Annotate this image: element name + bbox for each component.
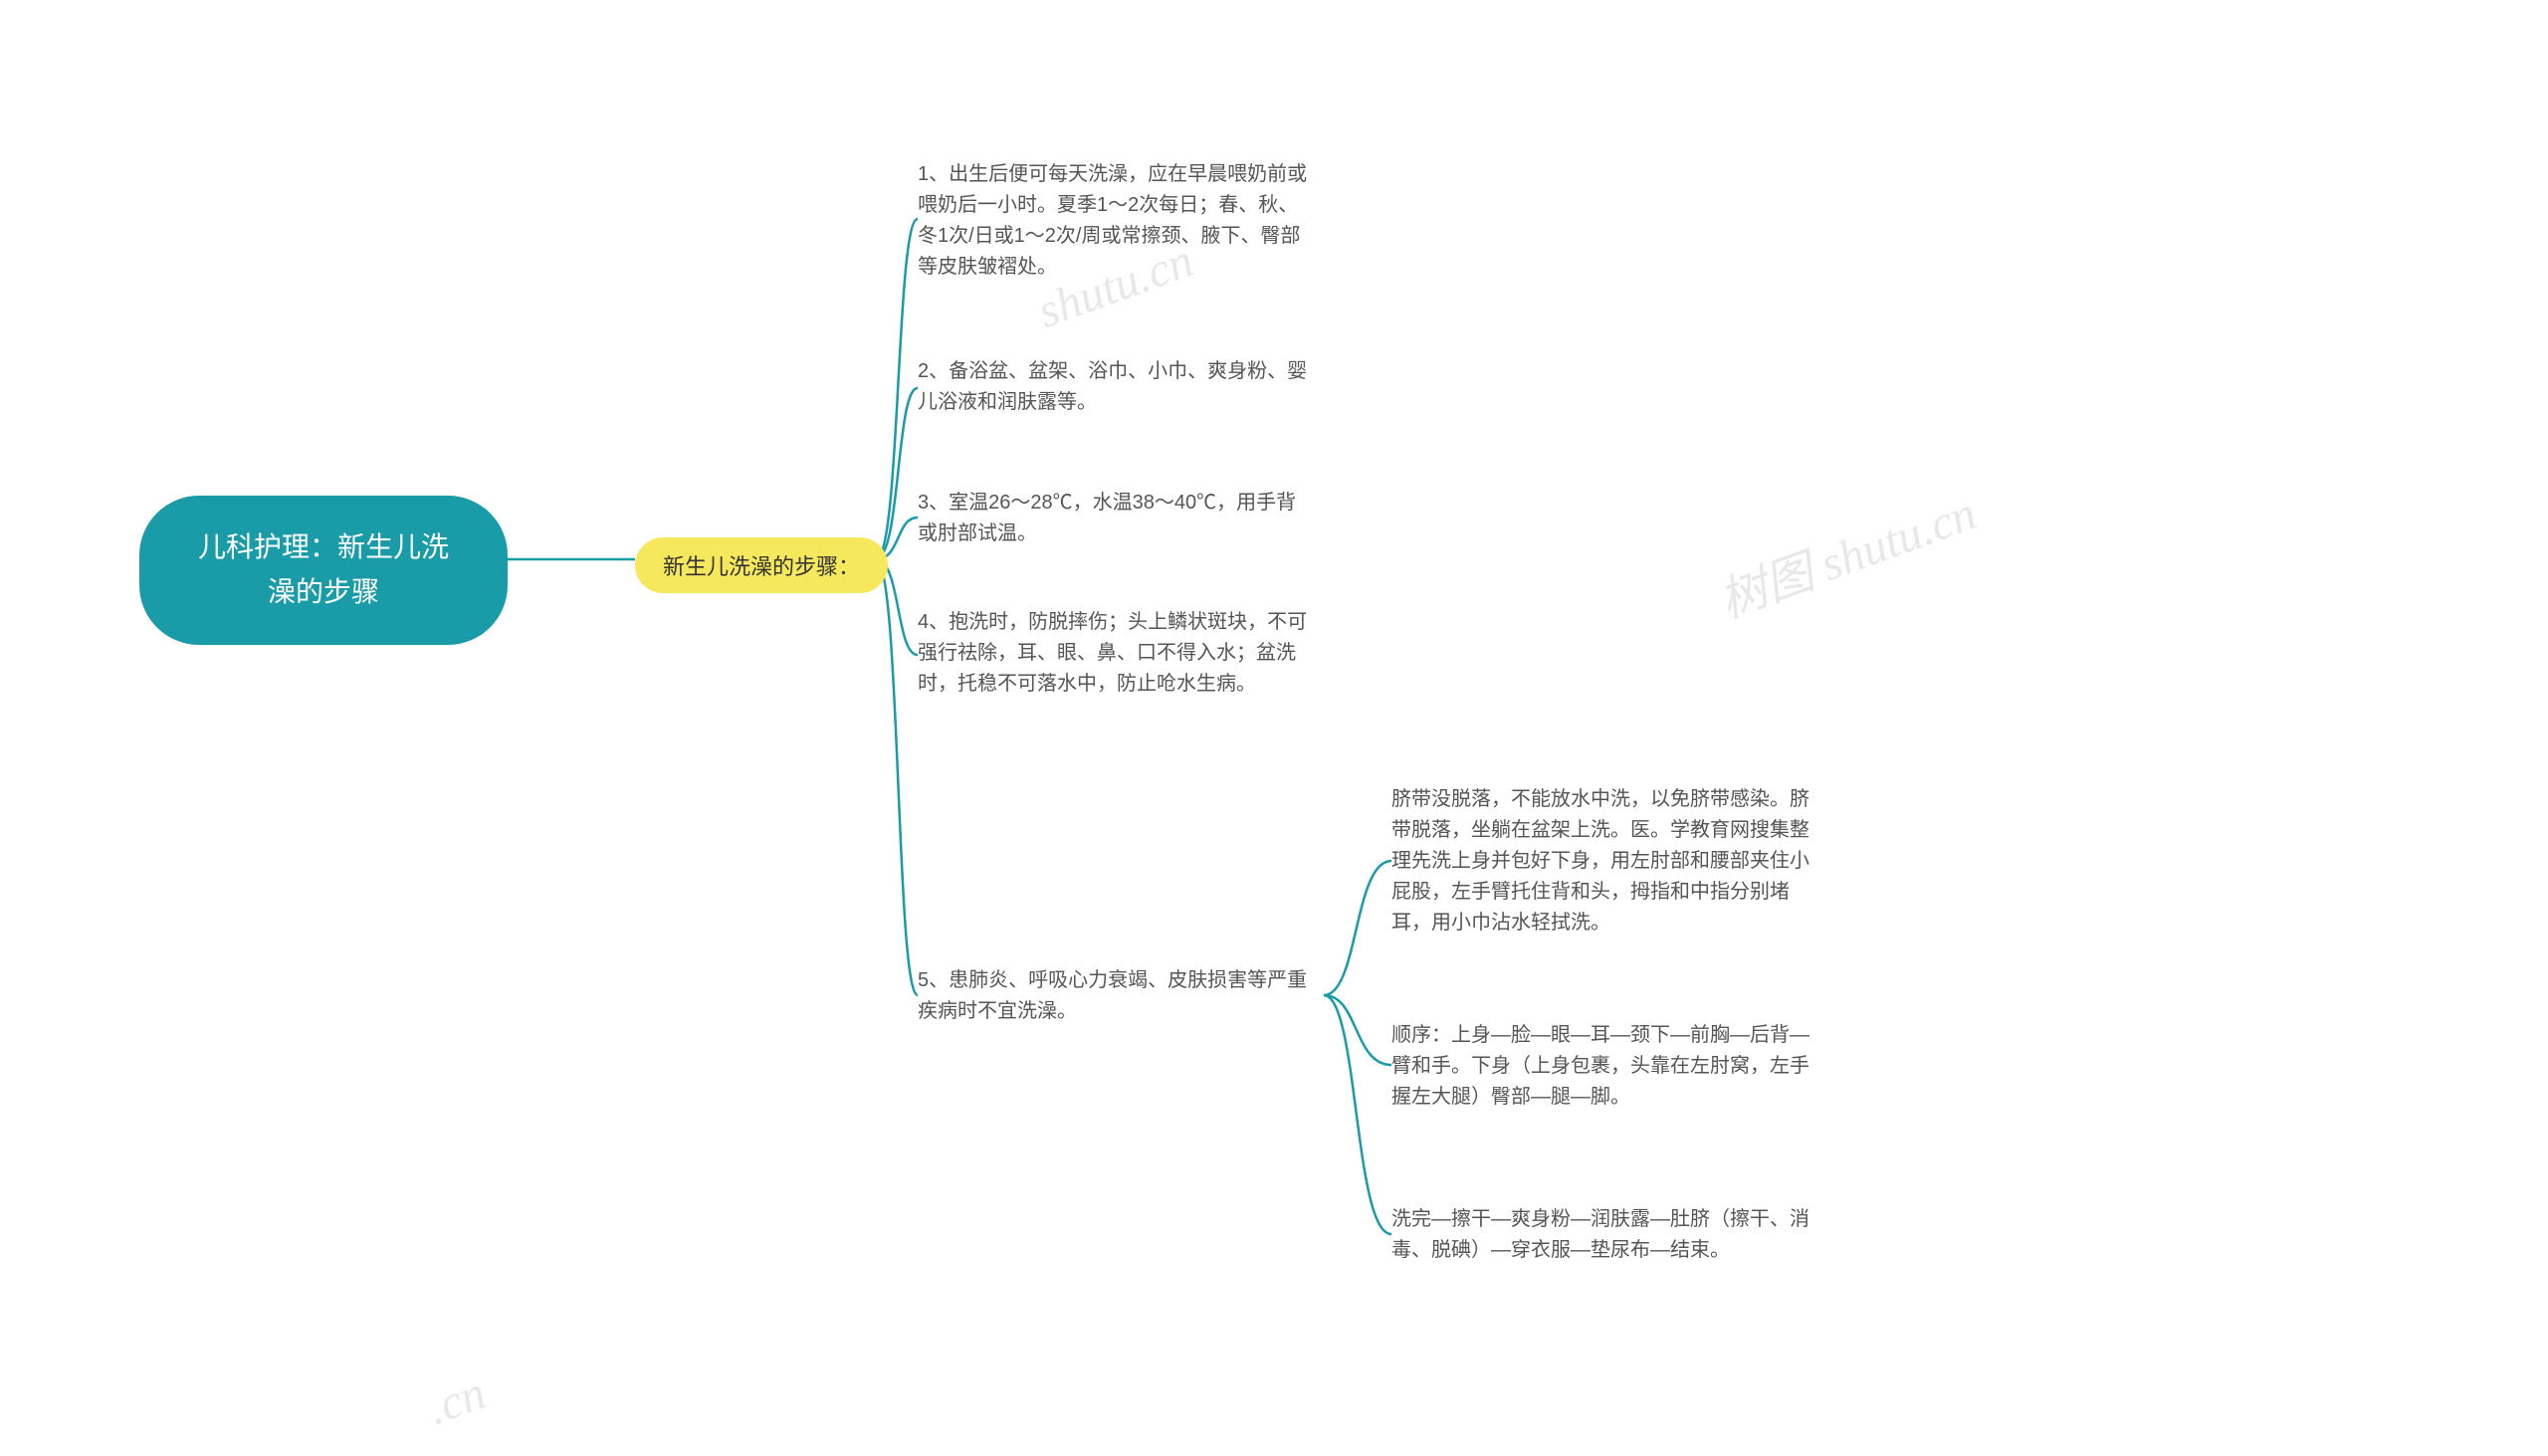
mindmap-leaf-node[interactable]: 洗完—擦干—爽身粉—润肤露—肚脐（擦干、消毒、脱碘）—穿衣服—垫尿布—结束。 (1391, 1204, 1809, 1266)
leaf-text: 脐带没脱落，不能放水中洗，以免脐带感染。脐带脱落，坐躺在盆架上洗。医。学教育网搜… (1391, 788, 1809, 934)
leaf-text: 3、室温26～28℃，水温38～40℃，用手背或肘部试温。 (918, 492, 1296, 544)
mindmap-branch-node[interactable]: 新生儿洗澡的步骤： (635, 537, 888, 593)
leaf-text: 洗完—擦干—爽身粉—润肤露—肚脐（擦干、消毒、脱碘）—穿衣服—垫尿布—结束。 (1391, 1208, 1809, 1261)
mindmap-leaf-node[interactable]: 脐带没脱落，不能放水中洗，以免脐带感染。脐带脱落，坐躺在盆架上洗。医。学教育网搜… (1391, 784, 1809, 938)
leaf-text: 顺序：上身—脸—眼—耳—颈下—前胸—后背—臂和手。下身（上身包裹，头靠在左肘窝，… (1391, 1024, 1809, 1108)
mindmap-root-node[interactable]: 儿科护理：新生儿洗澡的步骤 (139, 496, 508, 645)
branch-node-label: 新生儿洗澡的步骤： (663, 554, 860, 579)
watermark: .cn (420, 1365, 493, 1436)
mindmap-leaf-node[interactable]: 顺序：上身—脸—眼—耳—颈下—前胸—后背—臂和手。下身（上身包裹，头靠在左肘窝，… (1391, 1020, 1809, 1113)
root-node-label: 儿科护理：新生儿洗澡的步骤 (198, 531, 449, 607)
leaf-text: 4、抱洗时，防脱摔伤；头上鳞状斑块，不可强行祛除，耳、眼、鼻、口不得入水；盆洗时… (918, 611, 1307, 695)
watermark: 树图 shutu.cn (1708, 474, 1984, 631)
leaf-text: 5、患肺炎、呼吸心力衰竭、皮肤损害等严重疾病时不宜洗澡。 (918, 969, 1307, 1022)
mindmap-leaf-node[interactable]: 4、抱洗时，防脱摔伤；头上鳞状斑块，不可强行祛除，耳、眼、鼻、口不得入水；盆洗时… (918, 607, 1316, 700)
mindmap-leaf-node[interactable]: 1、出生后便可每天洗澡，应在早晨喂奶前或喂奶后一小时。夏季1～2次每日；春、秋、… (918, 159, 1316, 283)
leaf-text: 2、备浴盆、盆架、浴巾、小巾、爽身粉、婴儿浴液和润肤露等。 (918, 360, 1307, 413)
leaf-text: 1、出生后便可每天洗澡，应在早晨喂奶前或喂奶后一小时。夏季1～2次每日；春、秋、… (918, 163, 1307, 278)
mindmap-leaf-node[interactable]: 3、室温26～28℃，水温38～40℃，用手背或肘部试温。 (918, 488, 1316, 549)
mindmap-leaf-node[interactable]: 2、备浴盆、盆架、浴巾、小巾、爽身粉、婴儿浴液和润肤露等。 (918, 356, 1316, 418)
mindmap-leaf-node[interactable]: 5、患肺炎、呼吸心力衰竭、皮肤损害等严重疾病时不宜洗澡。 (918, 965, 1316, 1027)
